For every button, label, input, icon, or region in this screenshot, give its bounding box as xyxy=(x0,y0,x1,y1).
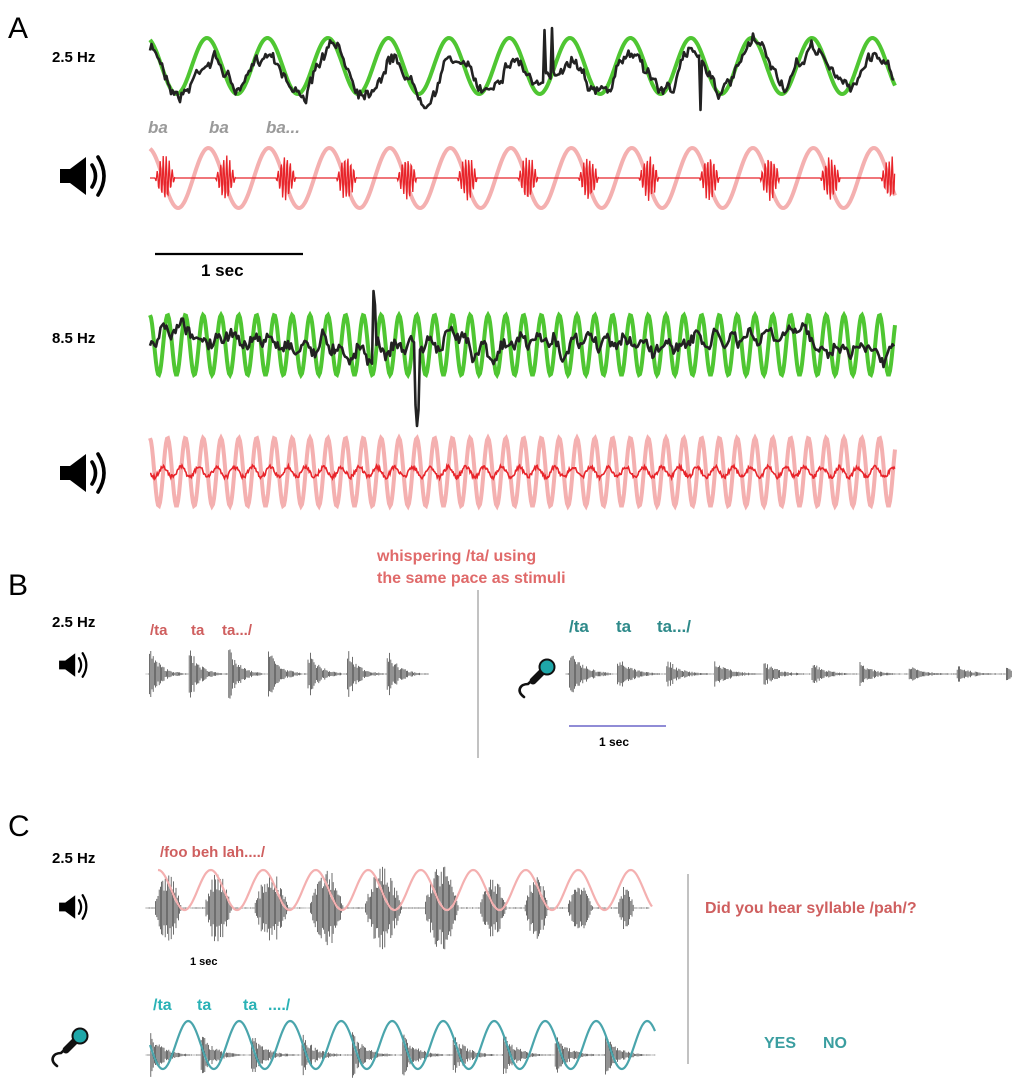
b-whisper-waveform xyxy=(565,655,1012,693)
panel-b-letter: B xyxy=(8,569,28,602)
panel-c-letter: C xyxy=(8,810,30,843)
panel-a-letter: A xyxy=(8,12,28,45)
c-response-envelope xyxy=(148,1019,657,1071)
c-resp-syllable-2: ta xyxy=(197,997,211,1014)
c-stimulus-waveform xyxy=(145,866,650,950)
b-stim-syllable-2: ta xyxy=(191,622,205,639)
panel-a-rate-2: 8.5 Hz xyxy=(52,330,95,347)
b-stim-syllable-1: /ta xyxy=(150,622,168,639)
a1-stimulus-waveform xyxy=(150,155,896,201)
b-resp-syllable-2: ta xyxy=(616,617,632,636)
a2-stimulus-envelope xyxy=(148,433,897,511)
panel-c-rate: 2.5 Hz xyxy=(52,850,95,867)
c-whisper-waveform xyxy=(145,1032,656,1078)
b-instruction-line-1: whispering /ta/ using xyxy=(376,548,536,565)
speaker-icon xyxy=(58,155,106,197)
a1-green-oscillation xyxy=(148,35,897,97)
b-stimulus-waveform xyxy=(145,649,429,699)
a2-neural-trace xyxy=(148,289,896,428)
speaker-icon xyxy=(57,894,88,920)
microphone-icon xyxy=(520,660,555,698)
panel-a-rate-1: 2.5 Hz xyxy=(52,49,95,66)
a-syllable-3: ba... xyxy=(266,118,300,137)
c-answer-no[interactable]: NO xyxy=(823,1035,847,1052)
a-scale-label: 1 sec xyxy=(201,261,244,280)
b-resp-syllable-3: ta.../ xyxy=(657,617,691,636)
c-question: Did you hear syllable /pah/? xyxy=(705,900,917,917)
a2-stimulus-waveform xyxy=(150,462,896,482)
b-scale-label: 1 sec xyxy=(599,735,629,749)
b-resp-syllable-1: /ta xyxy=(569,617,589,636)
speaker-icon xyxy=(58,452,106,494)
microphone-icon xyxy=(53,1029,88,1067)
panel-b-rate: 2.5 Hz xyxy=(52,614,95,631)
a2-green-oscillation xyxy=(148,310,897,380)
speaker-icon xyxy=(57,652,88,678)
a-syllable-2: ba xyxy=(209,118,229,137)
c-resp-syllable-1: /ta xyxy=(153,997,172,1014)
c-answer-yes[interactable]: YES xyxy=(764,1035,796,1052)
a1-neural-trace xyxy=(148,26,895,112)
a-syllable-1: ba xyxy=(148,118,168,137)
c-scale-label: 1 sec xyxy=(190,956,218,968)
b-stim-syllable-3: ta.../ xyxy=(222,622,253,639)
b-instruction-line-2: the same pace as stimuli xyxy=(377,570,566,587)
c-stimulus-envelope xyxy=(157,868,653,912)
c-resp-syllable-4: ..../ xyxy=(268,997,291,1014)
c-resp-syllable-3: ta xyxy=(243,997,257,1014)
c-stim-syllables: /foo beh lah..../ xyxy=(160,844,266,861)
